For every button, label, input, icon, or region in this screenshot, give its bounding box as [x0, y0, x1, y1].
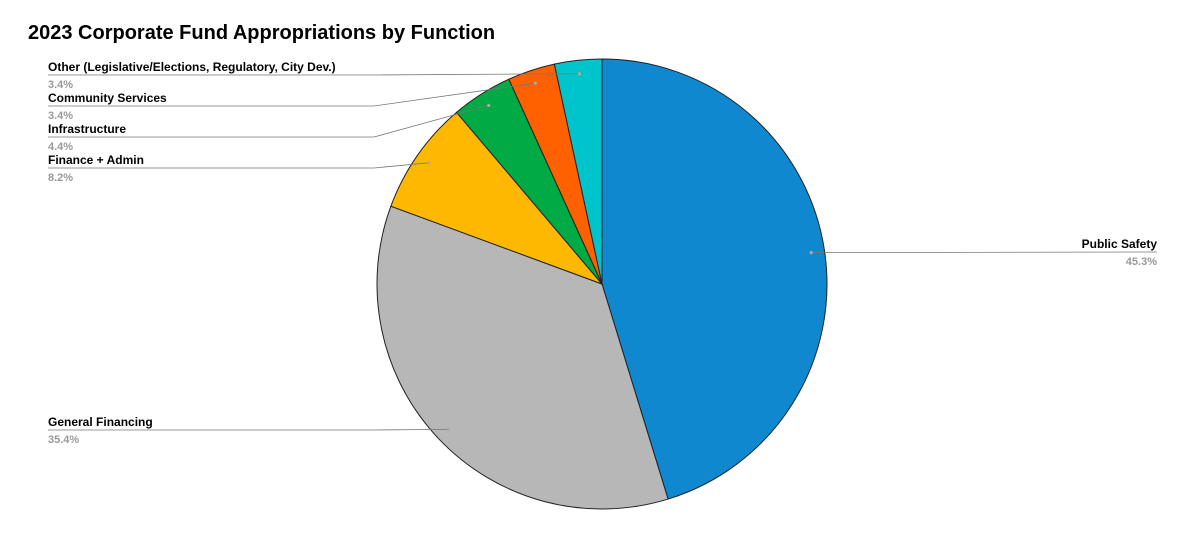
slice-label-general-financing: General Financing — [48, 415, 153, 429]
leader-line-infrastructure — [48, 105, 489, 138]
leader-line-community-services — [48, 82, 536, 107]
leader-dot-infrastructure — [487, 103, 491, 107]
slice-label-finance-admin: Finance + Admin — [48, 153, 144, 167]
leader-dot-other-legislative-elections-regulatory-city-dev — [577, 72, 582, 76]
leader-lines — [48, 72, 1158, 431]
leader-dot-community-services — [533, 81, 538, 85]
leader-dot-general-financing — [446, 427, 450, 431]
slice-percent-other-legislative-elections-regulatory-city-dev: 3.4% — [48, 79, 73, 91]
leader-dot-finance-admin — [427, 161, 431, 165]
leader-line-other-legislative-elections-regulatory-city-dev — [48, 73, 580, 76]
slice-label-public-safety: Public Safety — [1082, 237, 1158, 251]
slice-percent-general-financing: 35.4% — [48, 434, 79, 446]
slice-percent-public-safety: 45.3% — [1126, 256, 1157, 268]
leader-dot-public-safety — [809, 251, 813, 255]
slice-percent-finance-admin: 8.2% — [48, 172, 73, 184]
leader-line-public-safety — [811, 251, 1158, 254]
slice-label-community-services: Community Services — [48, 91, 167, 105]
slice-percent-community-services: 3.4% — [48, 110, 73, 122]
leader-line-finance-admin — [48, 162, 429, 169]
leader-line-general-financing — [48, 429, 449, 431]
pie-slice-other-legislative-elections-regulatory-city-dev — [553, 58, 603, 285]
pie-slice-public-safety — [601, 58, 828, 500]
slice-percent-infrastructure: 4.4% — [48, 141, 73, 153]
slice-label-other-legislative-elections-regulatory-city-dev: Other (Legislative/Elections, Regulatory… — [48, 60, 336, 74]
slice-label-infrastructure: Infrastructure — [48, 122, 126, 136]
slice-labels: Public Safety 45.3% General Financing 35.4%… — [48, 60, 1157, 446]
pie-slices — [376, 58, 828, 510]
chart-title: 2023 Corporate Fund Appropriations by Fu… — [28, 22, 496, 44]
